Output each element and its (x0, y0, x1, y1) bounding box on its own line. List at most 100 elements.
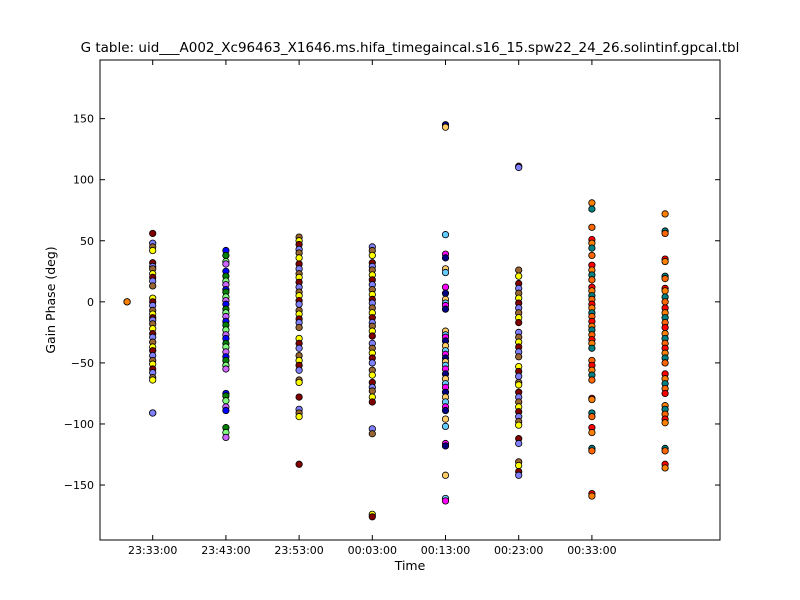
data-point (295, 366, 303, 374)
chart-title: G table: uid___A002_Xc96463_X1646.ms.hif… (81, 40, 740, 56)
data-point (368, 251, 376, 260)
data-point (441, 406, 450, 415)
data-point (661, 257, 669, 266)
data-point (661, 464, 669, 472)
data-point (515, 381, 523, 389)
data-point (441, 422, 450, 431)
data-point (515, 421, 523, 429)
data-point (368, 430, 376, 438)
data-point (588, 447, 596, 455)
data-point (222, 260, 230, 268)
data-point (441, 442, 450, 450)
data-point (441, 283, 450, 291)
data-point (515, 353, 523, 361)
data-point (515, 372, 523, 380)
data-point (515, 318, 523, 327)
data-point (441, 305, 450, 313)
plot-frame (99, 59, 721, 541)
data-point (661, 210, 669, 218)
x-tick-label: 23:43:00 (201, 544, 250, 557)
data-point (661, 298, 669, 306)
y-tick-label: 0 (87, 296, 94, 309)
y-tick-label: −100 (64, 418, 94, 431)
data-point (441, 497, 450, 505)
x-tick-label: 23:33:00 (128, 544, 177, 557)
data-point (588, 223, 596, 231)
data-point (441, 471, 450, 479)
y-tick-label: −150 (64, 479, 94, 492)
data-point (661, 229, 669, 238)
x-tick-label: 23:53:00 (274, 544, 323, 557)
data-point (588, 376, 596, 384)
data-point (149, 229, 157, 238)
data-point (123, 298, 131, 306)
data-point (149, 246, 157, 255)
y-tick-label: 50 (80, 235, 94, 248)
data-point (441, 415, 450, 423)
data-point (295, 393, 303, 401)
y-axis-label: Gain Phase (deg) (43, 246, 58, 353)
y-tick-label: −50 (71, 357, 94, 370)
data-point (368, 332, 376, 340)
x-tick-label: 00:03:00 (348, 544, 397, 557)
data-point (588, 413, 596, 421)
data-point (149, 409, 157, 417)
y-tick-label: 100 (73, 174, 94, 187)
data-point (515, 163, 523, 172)
x-tick-label: 00:13:00 (421, 544, 470, 557)
data-point (295, 413, 303, 421)
data-point (515, 439, 523, 448)
data-point (149, 376, 157, 384)
x-tick-label: 00:23:00 (494, 544, 543, 557)
data-point (368, 513, 376, 521)
data-point (441, 231, 450, 239)
data-point (588, 205, 596, 213)
data-point (222, 406, 230, 415)
data-point (441, 254, 450, 262)
y-axis-ticks: −150 −100 −50 0 50 100 150 (64, 113, 720, 492)
data-point (295, 378, 303, 387)
data-point (368, 371, 376, 379)
x-axis-label: Time (394, 558, 426, 573)
data-point (295, 460, 303, 468)
data-point (588, 251, 596, 260)
data-point (661, 275, 669, 283)
data-point (588, 428, 596, 437)
data-point (588, 492, 596, 500)
data-point (368, 398, 376, 406)
plot-area (100, 60, 720, 540)
data-point (222, 397, 230, 405)
data-point (295, 300, 303, 308)
data-point (588, 395, 596, 404)
y-tick-label: 150 (73, 113, 94, 126)
data-point (441, 289, 450, 297)
data-point (515, 471, 523, 479)
data-point (588, 244, 596, 252)
data-point (661, 287, 669, 295)
x-axis-ticks: 23:33:00 23:43:00 23:53:00 00:03:00 00:13:00… (128, 60, 617, 557)
data-point (661, 323, 669, 332)
data-point (588, 276, 596, 284)
data-point (515, 266, 523, 274)
data-point (588, 199, 596, 207)
data-point (441, 123, 450, 131)
data-point (588, 344, 596, 352)
data-point (222, 251, 230, 260)
data-point (295, 323, 303, 332)
data-point (295, 254, 303, 262)
data-point (222, 433, 230, 442)
data-point (441, 268, 450, 277)
data-point (295, 344, 303, 352)
data-point (222, 365, 230, 373)
data-point (368, 359, 376, 367)
data-point (149, 282, 157, 290)
data-point (515, 461, 523, 470)
points-layer (123, 121, 669, 521)
data-point (661, 389, 669, 398)
data-point (661, 419, 669, 427)
x-tick-label: 00:33:00 (567, 544, 616, 557)
data-point (515, 272, 523, 280)
data-point (368, 387, 376, 395)
data-point (661, 447, 669, 455)
